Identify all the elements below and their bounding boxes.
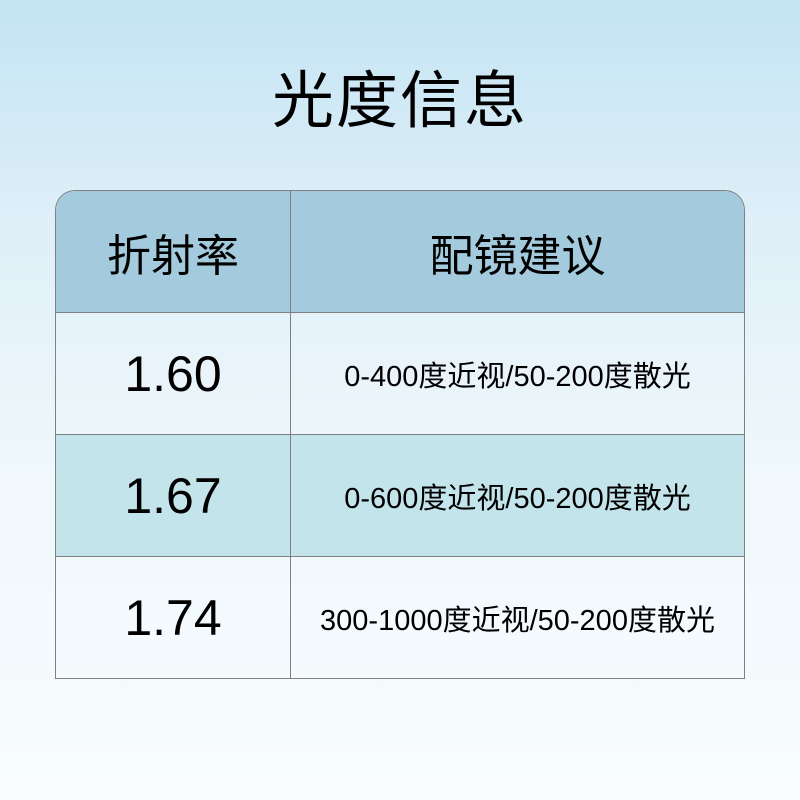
- table-row: 1.74 300-1000度近视/50-200度散光: [56, 557, 744, 679]
- cell-recommendation: 0-400度近视/50-200度散光: [291, 313, 744, 434]
- header-label-index: 折射率: [107, 220, 239, 284]
- header-col-recommendation: 配镜建议: [291, 191, 744, 312]
- cell-recommendation: 0-600度近视/50-200度散光: [291, 435, 744, 556]
- header-col-index: 折射率: [56, 191, 291, 312]
- table-header-row: 折射率 配镜建议: [56, 191, 744, 313]
- page-title: 光度信息: [272, 50, 528, 140]
- header-label-recommendation: 配镜建议: [430, 220, 606, 284]
- cell-index: 1.74: [56, 557, 291, 678]
- recommendation-text: 300-1000度近视/50-200度散光: [320, 597, 715, 639]
- table-row: 1.60 0-400度近视/50-200度散光: [56, 313, 744, 435]
- recommendation-text: 0-400度近视/50-200度散光: [344, 353, 691, 395]
- cell-recommendation: 300-1000度近视/50-200度散光: [291, 557, 744, 678]
- recommendation-text: 0-600度近视/50-200度散光: [344, 475, 691, 517]
- refraction-table: 折射率 配镜建议 1.60 0-400度近视/50-200度散光 1.67 0-…: [55, 190, 745, 679]
- index-value: 1.74: [124, 589, 221, 647]
- cell-index: 1.67: [56, 435, 291, 556]
- table-row: 1.67 0-600度近视/50-200度散光: [56, 435, 744, 557]
- index-value: 1.60: [124, 345, 221, 403]
- cell-index: 1.60: [56, 313, 291, 434]
- index-value: 1.67: [124, 467, 221, 525]
